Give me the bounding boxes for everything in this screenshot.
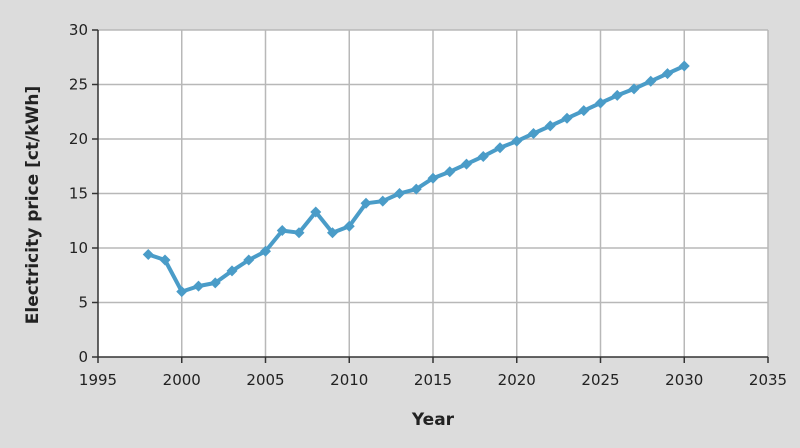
data-point-marker xyxy=(226,265,238,277)
data-point-marker xyxy=(293,227,305,239)
data-point-marker xyxy=(561,112,573,124)
data-point-marker xyxy=(444,166,456,178)
y-tick-label: 10 xyxy=(69,239,88,257)
x-tick-label: 2035 xyxy=(749,371,787,389)
data-point-marker xyxy=(394,188,405,199)
data-point-marker xyxy=(662,68,673,80)
data-point-marker xyxy=(511,135,523,147)
x-tick-label: 1995 xyxy=(79,371,117,389)
y-axis-ticks: 0 5 10 15 20 25 30 xyxy=(69,21,98,366)
y-tick-label: 20 xyxy=(69,130,88,148)
y-tick-label: 15 xyxy=(69,185,88,203)
data-point-marker xyxy=(544,120,556,132)
series-group xyxy=(142,60,690,298)
x-tick-label: 2000 xyxy=(163,371,201,389)
data-point-marker xyxy=(578,105,590,117)
data-point-marker xyxy=(377,195,389,207)
data-point-marker xyxy=(343,220,355,232)
data-point-marker xyxy=(678,60,690,72)
data-point-marker xyxy=(193,280,204,292)
data-point-marker xyxy=(260,245,271,257)
data-point-marker xyxy=(611,89,623,101)
data-point-marker xyxy=(360,197,372,209)
y-tick-label: 0 xyxy=(78,348,88,366)
data-point-marker xyxy=(645,75,657,87)
data-point-marker xyxy=(310,206,322,218)
x-tick-label: 2015 xyxy=(414,371,452,389)
data-point-marker xyxy=(528,128,539,140)
data-point-marker xyxy=(410,183,422,195)
data-point-marker xyxy=(159,254,171,266)
y-tick-label: 5 xyxy=(78,294,88,312)
data-point-marker xyxy=(595,97,606,109)
y-axis-title: Electricity price [ct/kWh] xyxy=(23,86,43,324)
x-axis-title: Year xyxy=(411,410,455,430)
y-tick-label: 30 xyxy=(69,21,88,39)
x-tick-label: 2005 xyxy=(246,371,284,389)
data-point-marker xyxy=(142,249,154,261)
y-tick-label: 25 xyxy=(69,76,88,94)
x-axis-ticks: 1995 2000 2005 2010 2015 2020 2025 2030 2035 xyxy=(79,357,787,389)
x-tick-label: 2020 xyxy=(498,371,536,389)
data-point-marker xyxy=(327,227,338,239)
data-point-marker xyxy=(209,277,221,289)
data-point-marker xyxy=(427,172,439,184)
x-tick-label: 2030 xyxy=(665,371,703,389)
data-point-marker xyxy=(494,142,506,154)
data-point-marker xyxy=(243,254,255,266)
data-point-marker xyxy=(461,158,472,170)
x-tick-label: 2010 xyxy=(330,371,368,389)
x-tick-label: 2025 xyxy=(581,371,619,389)
data-point-marker xyxy=(477,150,489,162)
grid xyxy=(98,29,769,357)
data-point-marker xyxy=(276,225,288,237)
data-point-marker xyxy=(628,83,640,95)
data-point-marker xyxy=(176,286,188,298)
